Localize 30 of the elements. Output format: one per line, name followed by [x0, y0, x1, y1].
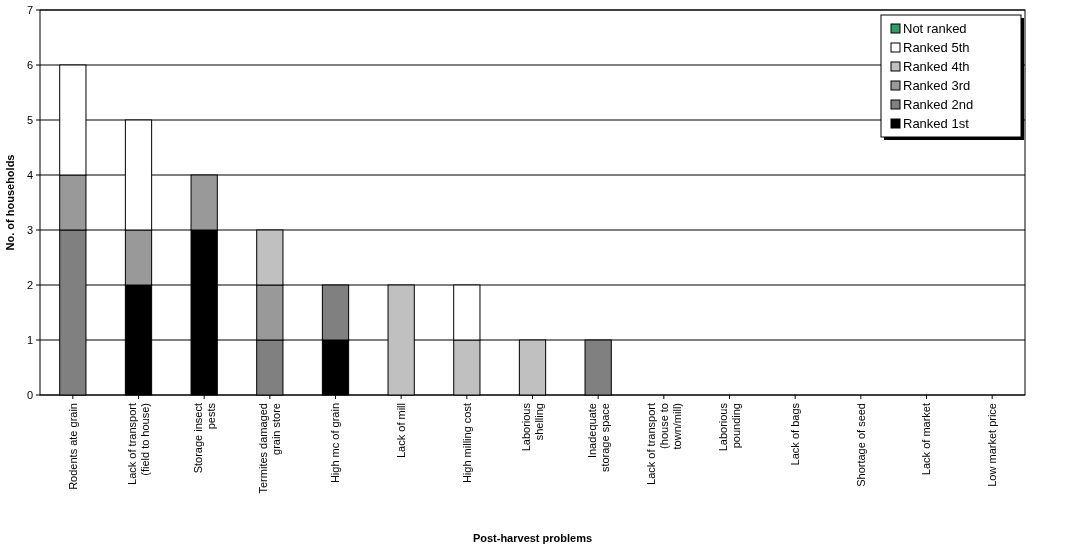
y-tick-label: 2 — [26, 278, 33, 291]
legend-label: Ranked 5th — [903, 40, 970, 56]
y-tick-label: 7 — [26, 3, 33, 16]
x-tick-label: Lack of market — [920, 403, 933, 476]
x-tick-label: Lack of mill — [395, 403, 408, 459]
y-tick-label: 6 — [26, 58, 33, 71]
x-tick-label: Storage insect pests — [191, 402, 217, 474]
x-tick-label: Laborious shelling — [519, 402, 545, 452]
x-tick-label: Termites damaged grain store — [257, 403, 283, 494]
legend-label: Ranked 4th — [903, 59, 970, 75]
x-tick-label: High mc of grain — [329, 403, 342, 484]
y-tick-label: 0 — [26, 388, 33, 401]
y-axis-title: No. of households — [4, 154, 16, 251]
x-tick-label: Laborious pounding — [716, 402, 742, 452]
x-tick-label: Rodents ate grain — [66, 403, 79, 490]
x-tick-label: Lack of transport (field to house) — [125, 403, 151, 485]
x-tick-label: Lack of bags — [789, 402, 802, 466]
y-tick-label: 1 — [26, 333, 33, 346]
legend-label: Ranked 1st — [903, 116, 970, 132]
legend-label: Not ranked — [903, 21, 967, 37]
x-axis-title: Post-harvest problems — [472, 532, 593, 544]
legend-label: Ranked 2nd — [903, 97, 974, 113]
y-tick-label: 5 — [26, 113, 33, 126]
x-tick-label: Low market price — [986, 403, 999, 487]
x-tick-label: High milling cost — [460, 403, 473, 484]
x-tick-label: Shortage of seed — [854, 403, 867, 487]
y-tick-label: 3 — [26, 223, 33, 236]
y-tick-label: 4 — [26, 168, 33, 181]
x-tick-label: Lack of transport (house to town/mill) — [644, 403, 683, 485]
legend-label: Ranked 3rd — [903, 78, 971, 94]
